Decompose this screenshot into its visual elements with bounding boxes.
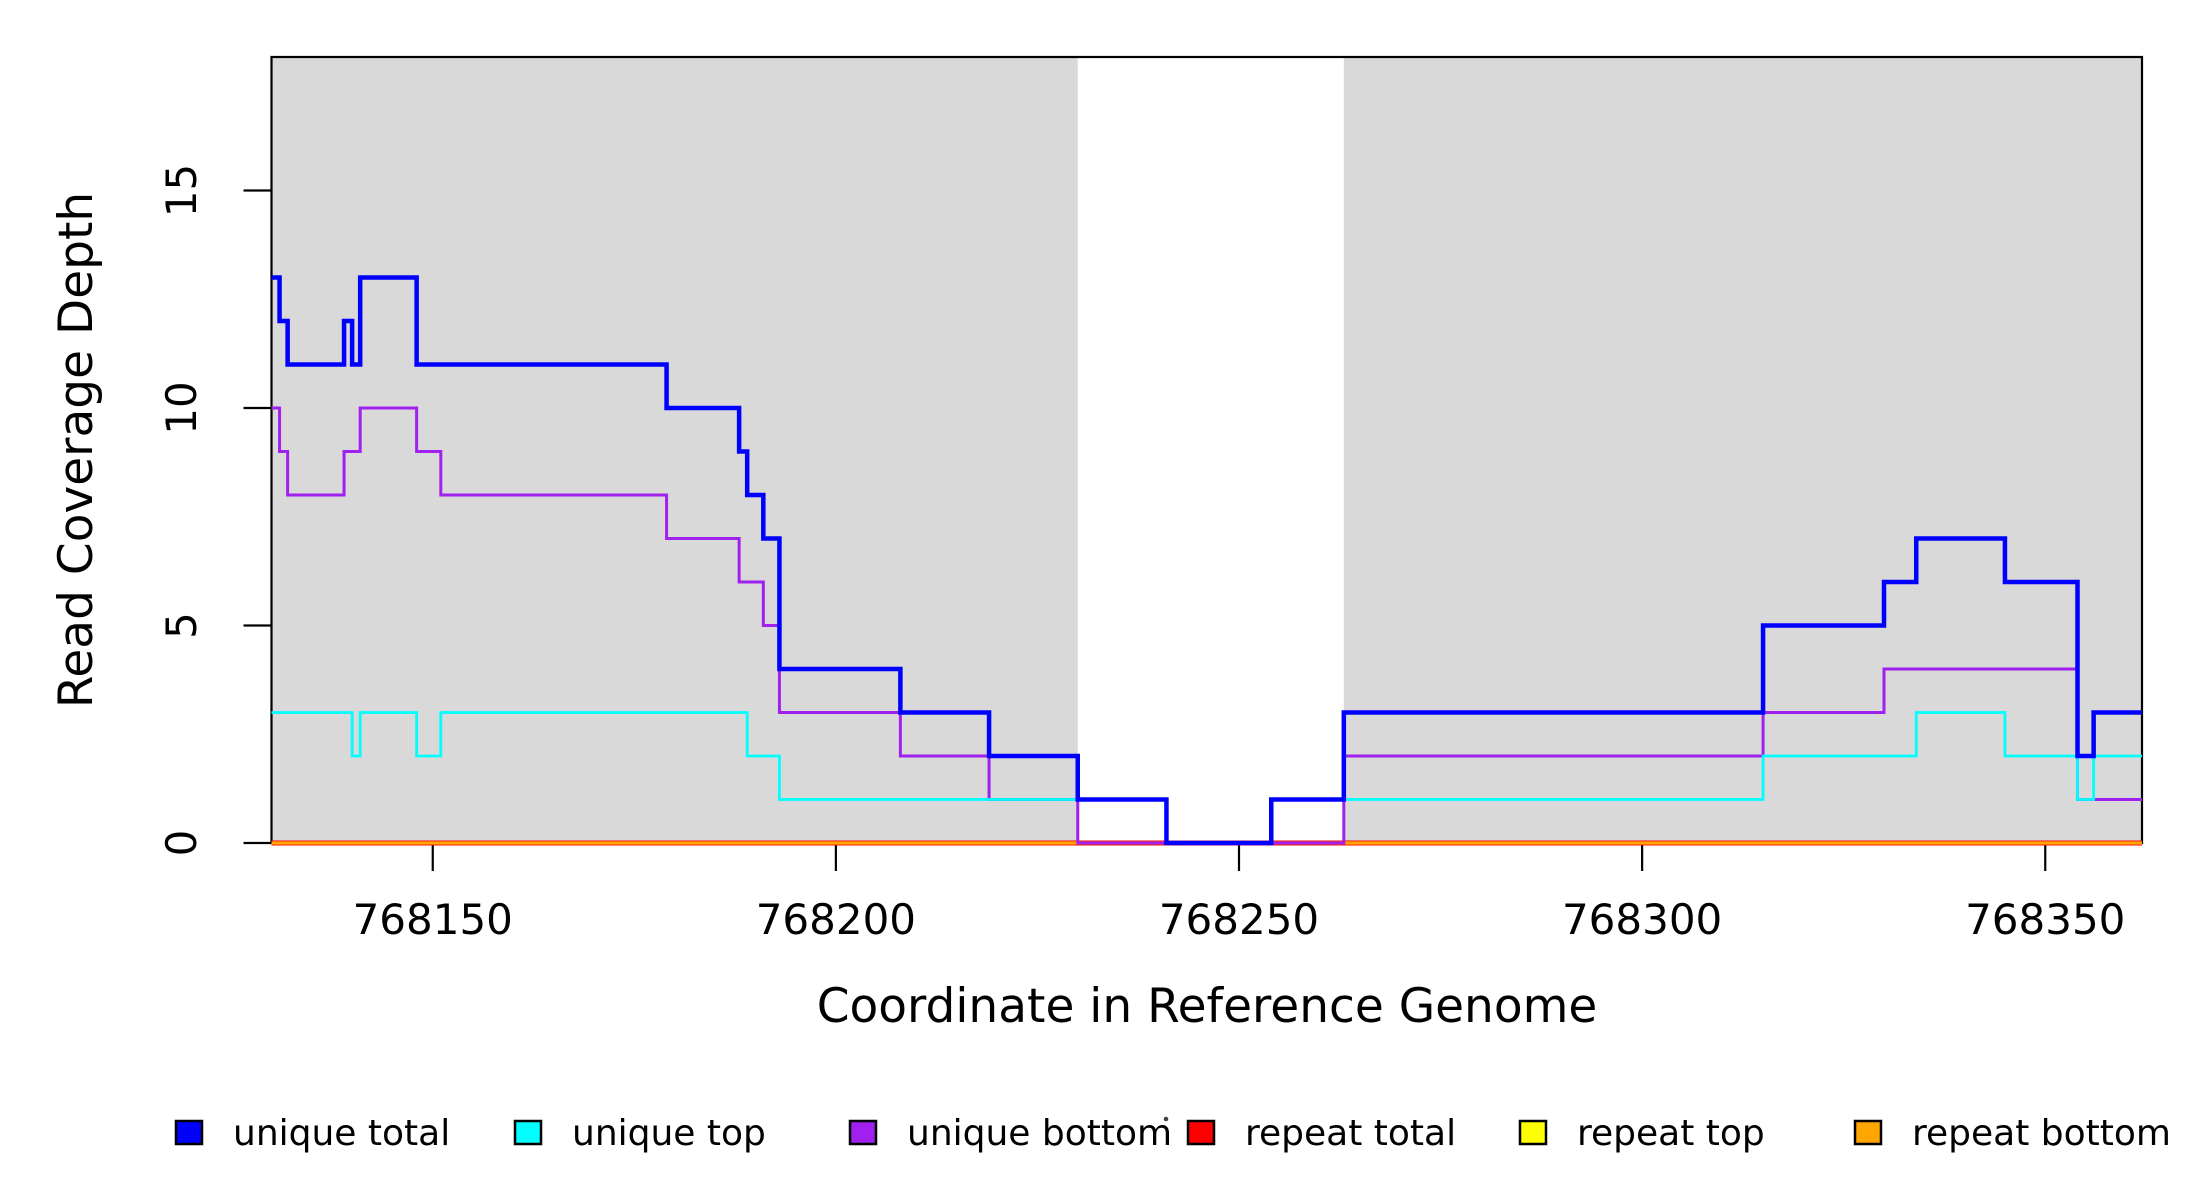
legend-swatch-unique-bottom xyxy=(848,1119,878,1146)
axes: 768150 768200 768250 768300 768350 0 5 10 15 xyxy=(157,164,2125,944)
shaded-repeat-region xyxy=(1343,57,2142,843)
y-tick-label: 0 xyxy=(157,830,206,857)
x-tick-label: 768250 xyxy=(1159,895,1319,944)
legend-swatch-repeat-bottom xyxy=(1853,1119,1883,1146)
legend: unique total unique top unique bottom repea… xyxy=(174,1113,2171,1154)
stray-mark xyxy=(1163,1116,1169,1122)
legend-label: unique top xyxy=(572,1113,766,1154)
shaded-repeat-region xyxy=(271,57,1078,843)
legend-item-repeat-total: repeat total xyxy=(1186,1113,1456,1154)
series-lines xyxy=(271,275,2142,846)
legend-label: unique bottom xyxy=(907,1113,1172,1154)
repeat-region-shading xyxy=(271,57,2142,843)
x-tick-label: 768350 xyxy=(1965,895,2125,944)
y-axis-title: Read Coverage Depth xyxy=(49,192,104,708)
y-tick-label: 5 xyxy=(157,612,206,639)
legend-item-unique-bottom: unique bottom xyxy=(848,1113,1172,1154)
legend-swatch-unique-total xyxy=(174,1119,204,1146)
legend-label: repeat total xyxy=(1245,1113,1456,1154)
legend-item-repeat-bottom: repeat bottom xyxy=(1853,1113,2171,1154)
legend-label: unique total xyxy=(233,1113,450,1154)
x-axis-title: Coordinate in Reference Genome xyxy=(817,979,1598,1034)
y-tick-label: 15 xyxy=(157,164,206,217)
legend-item-unique-total: unique total xyxy=(174,1113,450,1154)
legend-label: repeat top xyxy=(1577,1113,1765,1154)
x-tick-label: 768200 xyxy=(756,895,916,944)
legend-swatch-repeat-total xyxy=(1186,1119,1216,1146)
legend-swatch-repeat-top xyxy=(1518,1119,1548,1146)
y-tick-label: 10 xyxy=(157,381,206,434)
legend-swatch-unique-top xyxy=(513,1119,543,1146)
legend-item-repeat-top: repeat top xyxy=(1518,1113,1765,1154)
legend-label: repeat bottom xyxy=(1912,1113,2171,1154)
x-tick-label: 768300 xyxy=(1562,895,1722,944)
x-tick-label: 768150 xyxy=(353,895,513,944)
series-unique-total xyxy=(271,275,2142,846)
legend-item-unique-top: unique top xyxy=(513,1113,766,1154)
series-unique-bottom xyxy=(271,406,2142,845)
